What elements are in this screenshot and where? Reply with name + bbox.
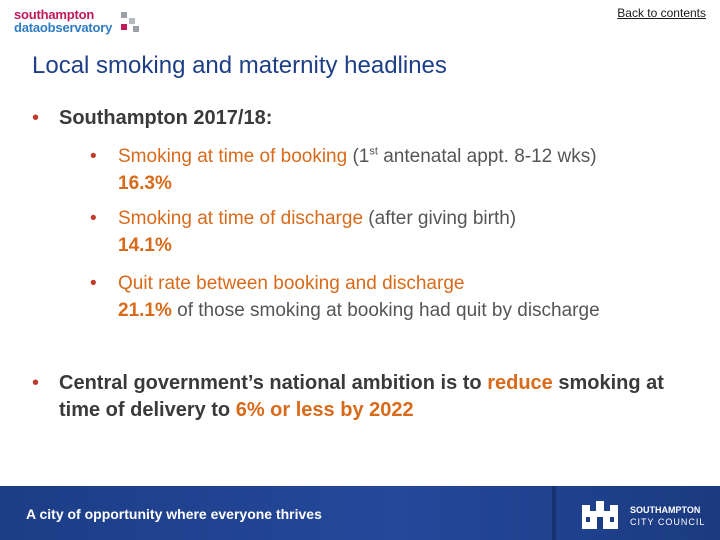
bullet-national-ambition: • Central government’s national ambition… xyxy=(32,370,692,424)
bullet-southampton: • Southampton 2017/18: xyxy=(32,107,272,130)
bullet-heading: Southampton 2017/18: xyxy=(59,107,273,129)
discharge-value: 14.1% xyxy=(118,235,172,256)
booking-detail-sup: st xyxy=(369,145,378,158)
discharge-detail: (after giving birth) xyxy=(368,208,517,229)
quit-rate-label: Quit rate between booking and discharge xyxy=(118,273,465,294)
bullet-icon: • xyxy=(32,372,40,394)
back-to-contents-link[interactable]: Back to contents xyxy=(617,6,706,20)
footer-divider xyxy=(552,486,556,540)
booking-detail-pre: (1 xyxy=(352,146,370,167)
council-crest-icon xyxy=(582,501,618,529)
ambition-mid: smoking at time of delivery to xyxy=(59,372,664,421)
bullet-icon: • xyxy=(32,107,40,129)
council-name: SOUTHAMPTON CITY COUNCIL xyxy=(630,504,705,528)
council-line-2: CITY COUNCIL xyxy=(630,517,706,527)
sub-bullet-icon: • xyxy=(90,146,97,167)
quit-rate-value: 21.1% xyxy=(118,300,172,321)
sub-bullet-icon: • xyxy=(90,273,97,294)
council-line-1: SOUTHAMPTON xyxy=(630,505,701,515)
sub-bullet-quit-rate: • Quit rate between booking and discharg… xyxy=(90,270,700,324)
sub-bullet-icon: • xyxy=(90,208,97,229)
page-title: Local smoking and maternity headlines xyxy=(32,52,447,79)
logo-mark-icon xyxy=(121,12,139,32)
quit-rate-suffix: of those smoking at booking had quit by … xyxy=(177,300,600,321)
ambition-highlight-target: 6% or less by 2022 xyxy=(235,399,414,421)
booking-label: Smoking at time of booking xyxy=(118,146,348,167)
ambition-pre: Central government’s national ambition i… xyxy=(59,372,482,394)
logo-line-2: dataobservatory xyxy=(14,20,113,35)
booking-value: 16.3% xyxy=(118,173,172,194)
logo-line-1: southampton xyxy=(14,7,95,22)
footer-tagline: A city of opportunity where everyone thr… xyxy=(26,506,322,522)
sub-bullet-discharge: • Smoking at time of discharge (after gi… xyxy=(90,205,700,259)
discharge-label: Smoking at time of discharge xyxy=(118,208,364,229)
sub-bullet-booking: • Smoking at time of booking (1st antena… xyxy=(90,143,700,197)
ambition-highlight-reduce: reduce xyxy=(487,372,553,394)
booking-detail-post: antenatal appt. 8-12 wks) xyxy=(377,146,597,167)
footer-banner: A city of opportunity where everyone thr… xyxy=(0,486,720,540)
southampton-data-observatory-logo: southampton dataobservatory xyxy=(14,7,139,38)
